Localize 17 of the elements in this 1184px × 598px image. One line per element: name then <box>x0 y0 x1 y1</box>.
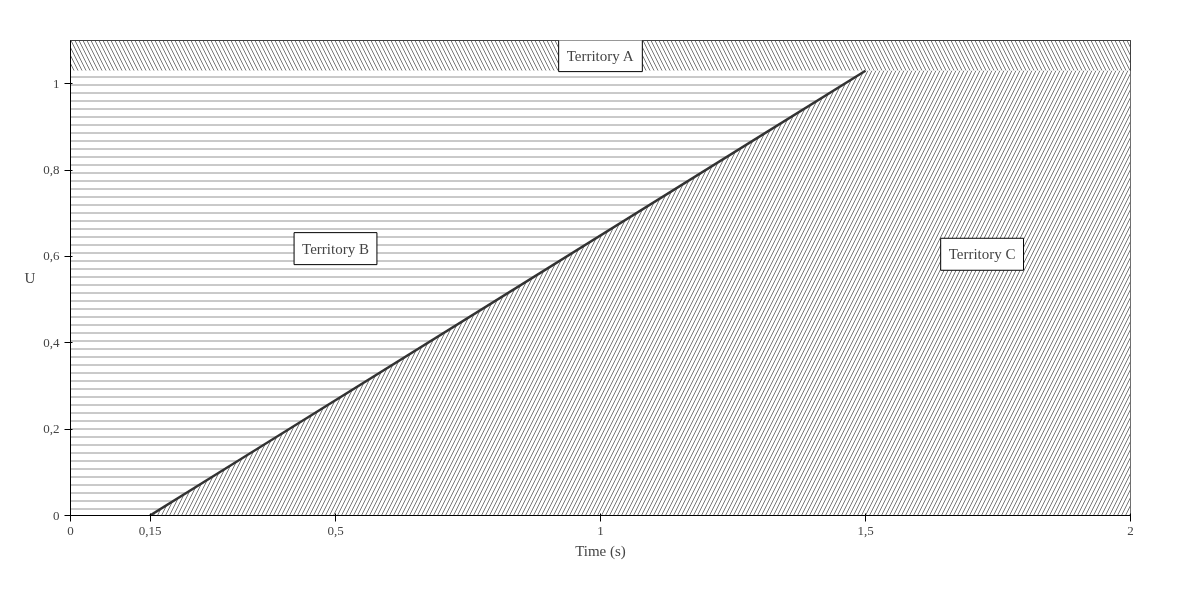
x-tick-label: 1 <box>597 522 604 538</box>
y-tick-label: 0,6 <box>43 248 60 264</box>
y-tick-label: 0,4 <box>43 334 60 350</box>
x-tick-label: 0,5 <box>327 522 344 538</box>
y-axis-title: U <box>24 270 36 286</box>
band-label: Territory A <box>566 47 634 64</box>
y-tick-label: 0,2 <box>43 421 60 437</box>
annotation: Territory C <box>948 246 1016 263</box>
band-label: Territory B <box>302 240 369 257</box>
y-tick-label: 0 <box>53 507 60 523</box>
x-tick-label: 2 <box>1127 522 1134 538</box>
x-tick-label: 0,15 <box>138 522 162 538</box>
y-tick-label: 0,8 <box>43 162 60 178</box>
x-axis-title: Time (s) <box>575 542 626 560</box>
y-tick-label: 1 <box>53 75 60 91</box>
x-tick-label: 1,5 <box>857 522 874 538</box>
x-tick-label: 0 <box>67 522 74 538</box>
